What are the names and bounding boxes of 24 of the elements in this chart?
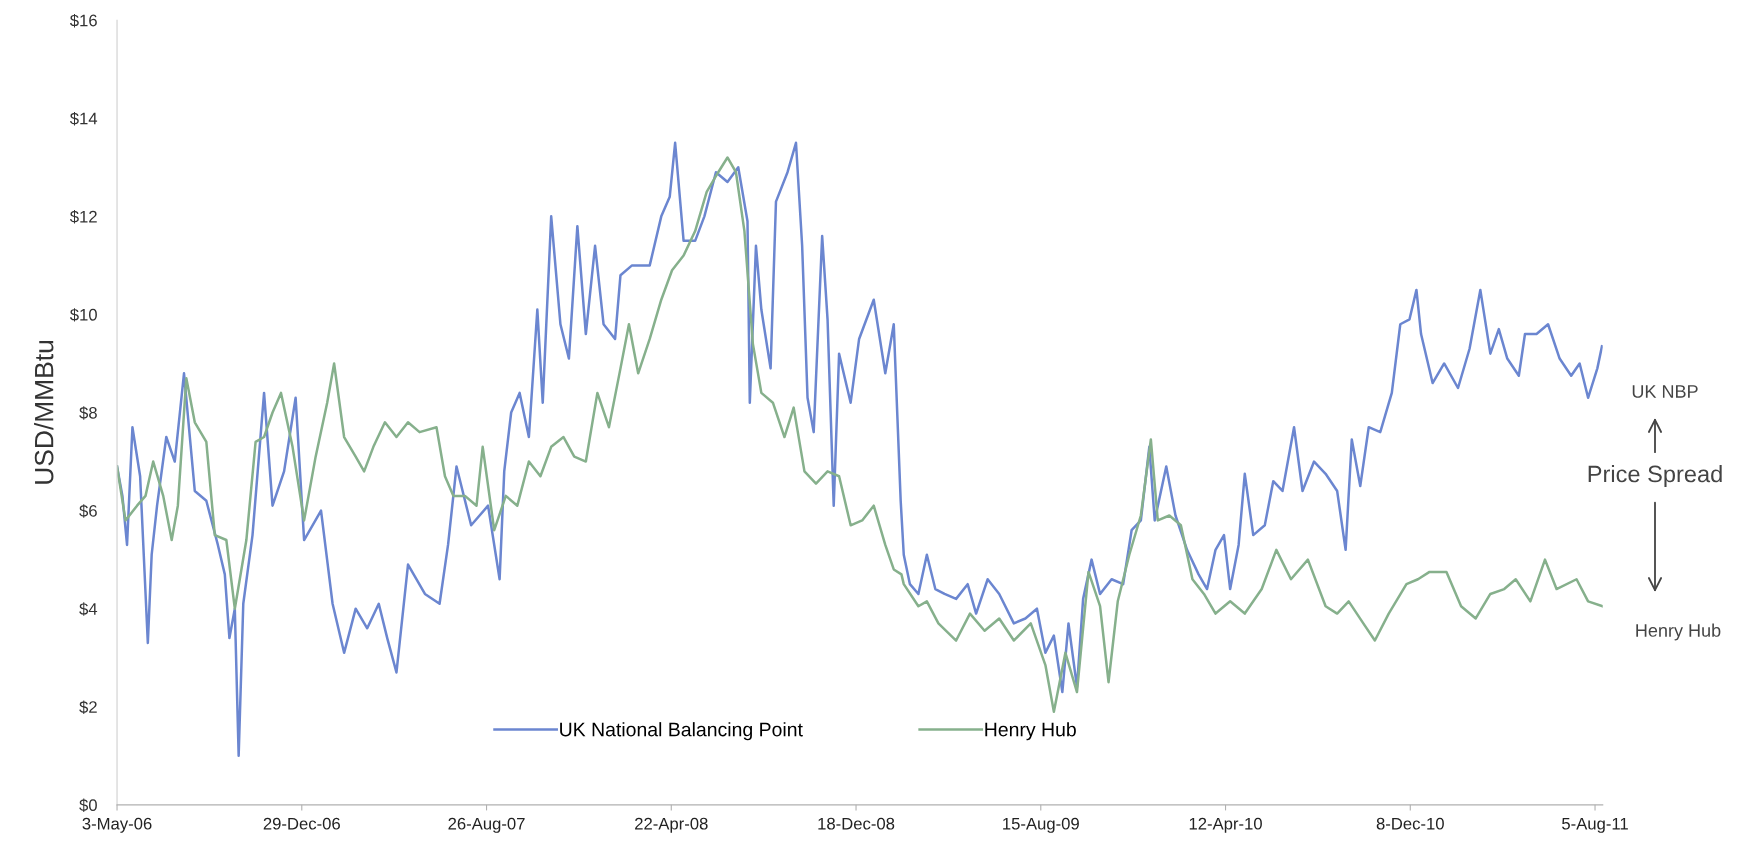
y-tick-label: $12 [69, 210, 97, 224]
y-tick-label: $8 [79, 406, 97, 420]
x-tick-label: 26-Aug-07 [448, 817, 525, 833]
x-tick-label: 5-Aug-11 [1562, 817, 1628, 833]
y-tick-label: $14 [69, 111, 98, 126]
x-tick-label: 29-Dec-06 [263, 817, 340, 830]
text: UK NBP [1632, 385, 1698, 398]
x-tick-label: 12-Apr-10 [1189, 817, 1262, 833]
legend-label: UK National Balancing Point [560, 722, 803, 741]
y-tick-label: $0 [79, 798, 97, 813]
y-tick-label: $4 [79, 602, 98, 616]
x-tick-label: 18-Dec-08 [818, 817, 895, 830]
y-axis-title: USD/MMBtu [34, 340, 54, 484]
legend-label: Henry Hub [985, 722, 1076, 741]
y-tick-label: $6 [79, 504, 97, 518]
annotation: Price Spread [1588, 464, 1722, 487]
x-tick-label: 3-May-06 [82, 817, 152, 833]
x-tick-label: 22-Apr-08 [635, 817, 708, 833]
text: Henry Hub [1636, 623, 1721, 641]
y-tick-label: $10 [69, 308, 97, 322]
y-tick-label: $2 [79, 700, 97, 714]
x-tick-label: 8-Dec-10 [1376, 817, 1444, 830]
x-tick-label: 15-Aug-09 [1003, 817, 1079, 833]
y-tick-label: $16 [69, 13, 97, 28]
